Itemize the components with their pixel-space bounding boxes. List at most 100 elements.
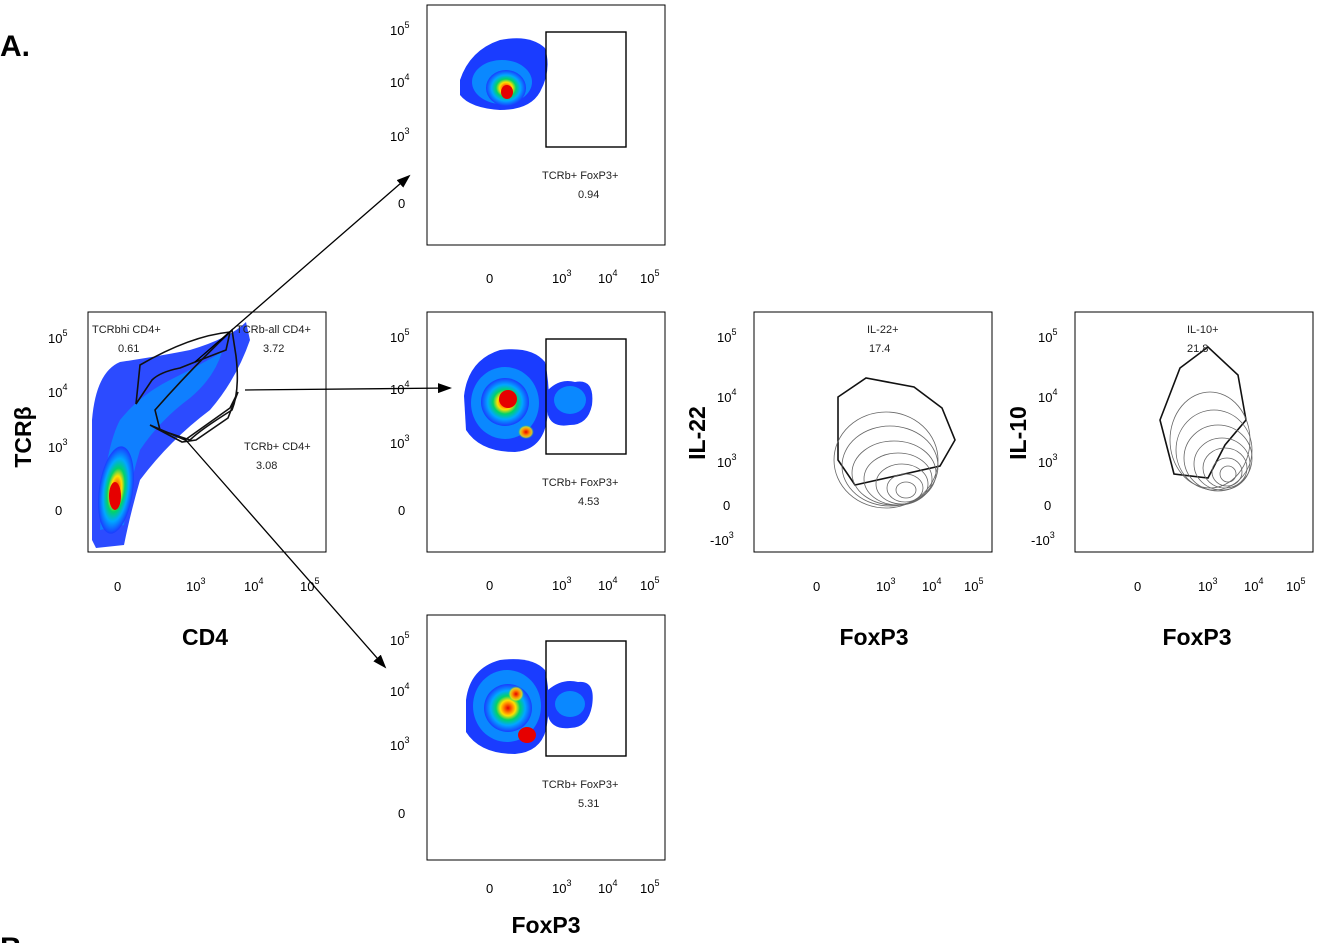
y-ticks: 0 103 104 105 [48,328,67,518]
y-tick-1e5: 105 [1038,327,1057,345]
x-tick-1e5: 105 [640,575,659,593]
x-axis-title: FoxP3 [839,624,908,650]
gate-tcrbhi-cd4[interactable] [135,331,232,405]
x-axis-title: FoxP3 [511,912,580,938]
contours [1169,391,1253,492]
x-tick-1e5: 105 [964,576,983,594]
plot-frame [426,4,666,246]
arrow-to-bottom-plot [183,437,387,669]
gate-foxp3-pos[interactable] [545,338,627,455]
x-tick-1e3: 103 [552,575,571,593]
y-tick-neg1e3: -103 [710,530,734,548]
y-tick-1e5: 105 [717,327,736,345]
x-tick-0: 0 [114,579,121,594]
gating-arrows [183,174,452,669]
gate-il22-pos[interactable] [837,377,956,486]
x-tick-1e5: 105 [1286,576,1305,594]
gate-percent-tcrb-pos: 3.08 [256,460,277,472]
density-cloud [460,38,548,111]
x-tick-0: 0 [486,271,493,286]
gate-percent-tcrbhi: 0.61 [118,343,139,355]
y-ticks: 0 103 104 105 [390,20,409,211]
gate-percent-il22: 17.4 [869,343,890,355]
y-tick-1e4: 104 [1038,387,1057,405]
panel-letter-b: B. [0,932,30,943]
x-tick-1e3: 103 [552,878,571,896]
density-cloud [466,659,593,754]
x-ticks: 0 103 104 105 [486,575,659,593]
x-tick-1e4: 104 [598,575,617,593]
contours [833,411,939,509]
x-ticks: 0 103 104 105 [486,268,659,286]
gates [135,328,239,443]
y-tick-1e5: 105 [48,328,67,346]
x-tick-1e4: 104 [1244,576,1263,594]
plot-foxp3-tcrb-pos: TCRb+ FoxP3+ 5.31 0 103 104 105 0 103 10… [390,614,666,938]
y-tick-1e3: 103 [390,433,409,451]
y-ticks: -103 0 103 104 105 [1031,327,1057,548]
x-tick-1e4: 104 [922,576,941,594]
y-tick-neg1e3: -103 [1031,530,1055,548]
gate-label-il22: IL-22+ [867,324,899,336]
gate-foxp3-pos[interactable] [545,31,627,148]
gate-il10-pos[interactable] [1159,345,1247,479]
gate-percent-foxp3: 4.53 [578,496,599,508]
y-tick-1e4: 104 [390,681,409,699]
plot-frame [753,311,993,553]
gate-label-foxp3: TCRb+ FoxP3+ [542,779,618,791]
x-tick-1e5: 105 [640,268,659,286]
gate-percent-foxp3: 0.94 [578,189,599,201]
y-tick-1e4: 104 [717,387,736,405]
y-tick-1e3: 103 [717,452,736,470]
y-tick-1e3: 103 [390,735,409,753]
plot-foxp3-tcrb-all: TCRb+ FoxP3+ 4.53 0 103 104 105 0 103 10… [390,311,666,593]
y-tick-1e4: 104 [48,382,67,400]
x-tick-0: 0 [1134,579,1141,594]
x-tick-0: 0 [486,881,493,896]
y-tick-1e5: 105 [390,20,409,38]
plot-tcrb-vs-cd4: TCRbhi CD4+ 0.61 TCRb-all CD4+ 3.72 TCRb… [10,311,327,650]
y-tick-1e3: 103 [48,437,67,455]
arrow-to-top-plot [194,174,411,363]
x-tick-1e5: 105 [640,878,659,896]
x-tick-1e4: 104 [244,576,263,594]
x-tick-0: 0 [486,578,493,593]
gate-label-foxp3: TCRb+ FoxP3+ [542,477,618,489]
y-tick-1e5: 105 [390,327,409,345]
x-tick-1e3: 103 [1198,576,1217,594]
gate-percent-tcrb-all: 3.72 [263,343,284,355]
plot-il22-vs-foxp3: IL-22+ 17.4 -103 0 103 104 105 0 103 104… [684,311,993,650]
gate-label-tcrb-all: TCRb-all CD4+ [236,324,311,336]
plot-frame [87,311,327,553]
y-tick-1e4: 104 [390,379,409,397]
gate-tcrb-pos-cd4[interactable] [149,391,239,443]
y-tick-1e3: 103 [390,126,409,144]
gate-label-tcrbhi: TCRbhi CD4+ [92,324,161,336]
x-ticks: 0 103 104 105 [813,576,983,594]
x-tick-1e4: 104 [598,268,617,286]
y-tick-1e5: 105 [390,630,409,648]
plot-il10-vs-foxp3: IL-10+ 21.8 -103 0 103 104 105 0 103 104… [1005,311,1314,650]
x-tick-1e3: 103 [552,268,571,286]
y-tick-0: 0 [55,503,62,518]
x-tick-1e5: 105 [300,576,319,594]
y-ticks: 0 103 104 105 [390,630,409,821]
x-ticks: 0 103 104 105 [114,576,319,594]
gate-label-il10: IL-10+ [1187,324,1219,336]
plot-foxp3-tcrbhi: TCRb+ FoxP3+ 0.94 0 103 104 105 0 103 10… [390,4,666,286]
gate-tcrb-all-cd4[interactable] [154,328,239,441]
y-tick-0: 0 [398,806,405,821]
y-ticks: 0 103 104 105 [390,327,409,518]
y-tick-0: 0 [398,196,405,211]
y-tick-0: 0 [723,498,730,513]
gate-percent-il10: 21.8 [1187,343,1208,355]
y-ticks: -103 0 103 104 105 [710,327,736,548]
gate-label-foxp3: TCRb+ FoxP3+ [542,170,618,182]
gate-foxp3-pos[interactable] [545,640,627,757]
y-axis-title: IL-22 [684,406,710,460]
x-ticks: 0 103 104 105 [1134,576,1305,594]
x-tick-1e3: 103 [876,576,895,594]
x-axis-title: CD4 [182,624,228,650]
y-tick-0: 0 [398,503,405,518]
